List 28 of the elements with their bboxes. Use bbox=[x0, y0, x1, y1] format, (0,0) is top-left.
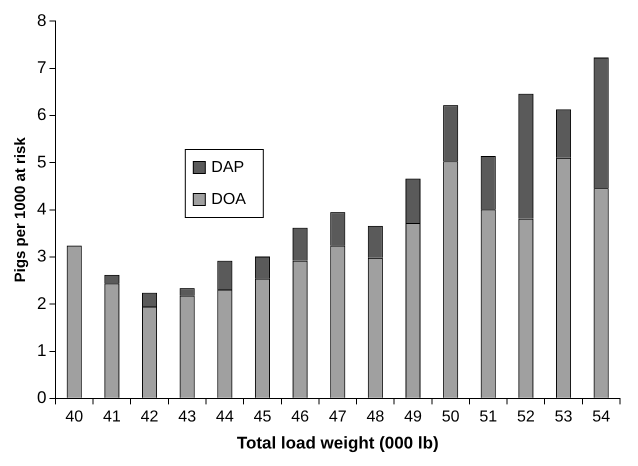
y-tick-label: 2 bbox=[36, 294, 46, 313]
y-tick-label: 7 bbox=[36, 58, 46, 78]
x-tick-label: 52 bbox=[517, 408, 535, 426]
legend-label: DAP bbox=[211, 158, 244, 176]
y-tick-label: 0 bbox=[36, 388, 46, 408]
x-tick-label: 43 bbox=[178, 408, 196, 426]
x-tick-label: 50 bbox=[442, 408, 460, 426]
x-axis-title: Total load weight (000 lb) bbox=[236, 433, 439, 452]
y-tick-label: 4 bbox=[36, 199, 46, 218]
y-tick-label: 6 bbox=[36, 105, 46, 124]
x-tick-label: 41 bbox=[103, 408, 121, 426]
x-tick-label: 48 bbox=[366, 408, 384, 426]
x-tick-label: 53 bbox=[554, 408, 573, 426]
x-tick-label: 49 bbox=[404, 408, 422, 426]
y-tick-label: 3 bbox=[36, 246, 46, 266]
y-tick-label: 1 bbox=[36, 340, 46, 360]
x-tick-label: 45 bbox=[254, 408, 272, 426]
legend-label: DOA bbox=[211, 190, 246, 208]
y-tick-label: 5 bbox=[36, 152, 46, 172]
x-tick-label: 51 bbox=[479, 408, 498, 426]
x-tick-label: 54 bbox=[592, 408, 610, 426]
x-tick-label: 47 bbox=[328, 408, 347, 426]
x-tick-label: 42 bbox=[140, 408, 159, 426]
x-tick-label: 46 bbox=[291, 408, 310, 426]
y-tick-label: 8 bbox=[36, 10, 46, 30]
x-tick-label: 44 bbox=[216, 408, 234, 426]
y-axis-title: Pigs per 1000 at risk bbox=[12, 136, 30, 282]
x-tick-label: 40 bbox=[65, 408, 84, 426]
